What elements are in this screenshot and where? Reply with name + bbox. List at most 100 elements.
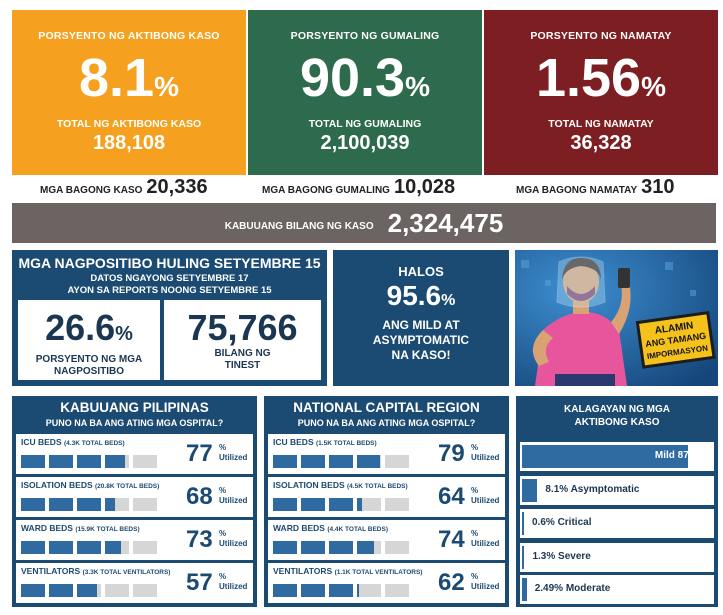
utilization-unit: % Utilized xyxy=(471,572,500,591)
utilization-segment xyxy=(105,498,129,511)
new-cases-label: MGA BAGONG KASO xyxy=(40,185,143,196)
utilization-segment-fill xyxy=(329,498,353,511)
utilization-segment-fill xyxy=(329,584,353,597)
status-label: 1.3% Severe xyxy=(532,551,591,562)
new-recovered-value: 10,028 xyxy=(393,176,456,198)
utilization-segment-fill xyxy=(301,455,325,468)
recovered-box: PORSYENTO NG GUMALING 90.3% TOTAL NG GUM… xyxy=(248,10,482,175)
mild-intro: HALOS xyxy=(398,264,444,279)
utilization-unit: % Utilized xyxy=(219,486,248,505)
active-total-label: TOTAL NG AKTIBONG KASO xyxy=(56,118,202,130)
utilization-segment-fill xyxy=(273,541,297,554)
hospital-row-ward: WARD BEDS (4.4K TOTAL BEDS) 74 % Utilized xyxy=(268,520,505,560)
positivity-rate-value: 26.6% xyxy=(45,307,133,348)
utilization-segment xyxy=(49,584,73,597)
utilization-unit: % Utilized xyxy=(471,529,500,548)
utilization-percent: 68 xyxy=(186,483,213,510)
hospital-panel-subtitle: PUNO NA BA ANG ATING MGA OSPITAL? xyxy=(45,418,224,428)
utilization-segment xyxy=(385,541,409,554)
utilization-segment xyxy=(105,584,129,597)
status-label: Mild 87.6% xyxy=(654,450,706,461)
status-bar xyxy=(522,479,538,502)
utilization-segment-fill xyxy=(329,541,353,554)
utilization-segment xyxy=(301,584,325,597)
utilization-unit: % Utilized xyxy=(219,572,248,591)
row-label: WARD BEDS (15.9K TOTAL BEDS) xyxy=(21,523,140,533)
utilization-segment-fill xyxy=(357,584,360,597)
utilization-segment xyxy=(77,455,101,468)
utilization-segment-fill xyxy=(329,455,353,468)
utilization-segment xyxy=(77,498,101,511)
utilization-segment-fill xyxy=(105,455,126,468)
utilization-segment xyxy=(77,541,101,554)
status-bar xyxy=(522,546,525,569)
utilization-segment-fill xyxy=(49,541,73,554)
status-bar xyxy=(522,445,689,468)
utilization-percent: 77 xyxy=(186,440,213,467)
utilization-segment xyxy=(21,541,45,554)
utilization-segment xyxy=(21,498,45,511)
utilization-segment-fill xyxy=(301,541,325,554)
utilization-segment-fill xyxy=(21,584,45,597)
utilization-segment xyxy=(357,584,381,597)
utilization-segment xyxy=(77,584,101,597)
row-label: ISOLATION BEDS (4.5K TOTAL BEDS) xyxy=(273,480,408,490)
utilization-segment xyxy=(329,541,353,554)
utilization-segment xyxy=(301,541,325,554)
tested-value: 75,766 xyxy=(187,307,298,348)
active-case-status-panel: KALAGAYAN NG MGA AKTIBONG KASO Mild 87.6%… xyxy=(516,396,718,607)
utilization-segment-fill xyxy=(77,498,101,511)
row-label: ICU BEDS (4.3K TOTAL BEDS) xyxy=(21,437,125,447)
utilization-unit: % Utilized xyxy=(471,486,500,505)
utilization-segment-fill xyxy=(105,541,121,554)
new-recovered: MGA BAGONG GUMALING 10,028 xyxy=(262,176,455,202)
utilization-unit: % Utilized xyxy=(471,443,500,462)
positivity-subtitle: DATOS NGAYONG SETYEMBRE 17 AYON SA REPOR… xyxy=(12,273,327,297)
tested-box: 75,766 BILANG NG TINEST xyxy=(164,300,321,380)
hospital-row-ventilators: VENTILATORS (1.1K TOTAL VENTILATORS) 62 … xyxy=(268,563,505,603)
status-row-critical: 0.6% Critical xyxy=(520,509,714,538)
utilization-segment-fill xyxy=(49,584,73,597)
mild-caption: ANG MILD AT ASYMPTOMATIC NA KASO! xyxy=(372,318,470,362)
utilization-segment-fill xyxy=(21,541,45,554)
utilization-unit: % Utilized xyxy=(219,529,248,548)
hospital-panel-title: NATIONAL CAPITAL REGION xyxy=(293,400,480,415)
utilization-segment xyxy=(301,455,325,468)
utilization-segment-fill xyxy=(77,541,101,554)
deaths-total-value: 36,328 xyxy=(570,132,632,154)
positivity-date-line: DATOS NGAYONG SETYEMBRE 17 xyxy=(90,273,249,284)
utilization-segment xyxy=(133,584,157,597)
utilization-segment-fill xyxy=(273,498,297,511)
new-deaths-value: 310 xyxy=(641,176,675,198)
utilization-segment-fill xyxy=(105,498,115,511)
utilization-segment-fill xyxy=(301,584,325,597)
utilization-segment xyxy=(329,455,353,468)
status-label: 8.1% Asymptomatic xyxy=(545,484,640,495)
row-label: WARD BEDS (4.4K TOTAL BEDS) xyxy=(273,523,389,533)
illustration-panel: ALAMIN ANG TAMANG IMPORMASYON xyxy=(515,250,718,386)
status-panel-title: KALAGAYAN NG MGA AKTIBONG KASO xyxy=(564,404,670,428)
utilization-segment-fill xyxy=(273,455,297,468)
hospital-row-ventilators: VENTILATORS (3.3K TOTAL VENTILATORS) 57 … xyxy=(16,563,253,603)
utilization-segment-fill xyxy=(357,541,374,554)
mild-asymptomatic-panel: HALOS 95.6% ANG MILD AT ASYMPTOMATIC NA KA… xyxy=(333,250,509,386)
utilization-segment-fill xyxy=(21,498,45,511)
active-percent-label: PORSYENTO NG AKTIBONG KASO xyxy=(38,30,220,42)
utilization-unit: % Utilized xyxy=(219,443,248,462)
utilization-segment xyxy=(329,584,353,597)
row-label: ICU BEDS (1.5K TOTAL BEDS) xyxy=(273,437,377,447)
utilization-segment xyxy=(133,455,157,468)
utilization-segment xyxy=(273,584,297,597)
recovered-total-value: 2,100,039 xyxy=(320,132,410,154)
utilization-segment xyxy=(301,498,325,511)
active-total-value: 188,108 xyxy=(92,132,166,154)
deaths-total-label: TOTAL NG NAMATAY xyxy=(548,118,654,130)
new-cases-value: 20,336 xyxy=(146,176,208,198)
new-recovered-label: MGA BAGONG GUMALING xyxy=(262,185,390,196)
utilization-segment xyxy=(105,455,129,468)
utilization-segment xyxy=(49,455,73,468)
hospital-row-icu: ICU BEDS (4.3K TOTAL BEDS) 77 % Utilized xyxy=(16,434,253,474)
status-label: 2.49% Moderate xyxy=(534,583,611,594)
hospital-row-ward: WARD BEDS (15.9K TOTAL BEDS) 73 % Utilize… xyxy=(16,520,253,560)
utilization-percent: 79 xyxy=(438,440,465,467)
